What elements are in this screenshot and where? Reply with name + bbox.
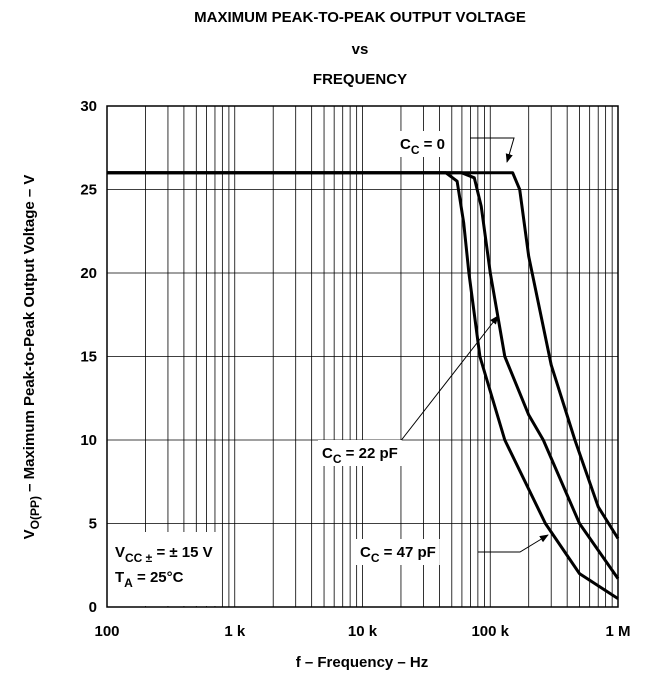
series-label-base: C — [400, 136, 411, 153]
annotation-rest: = ± 15 V — [152, 544, 212, 561]
pointer — [478, 534, 549, 553]
label-bg — [396, 131, 449, 157]
series-label-rest: = 0 — [420, 136, 445, 153]
series-label-sub: C — [371, 551, 380, 565]
chart-title: FREQUENCY — [313, 71, 407, 88]
pointers — [395, 137, 549, 553]
y-tick-label: 10 — [80, 432, 97, 449]
y-tick-label: 5 — [89, 516, 97, 533]
series-label: CC = 0 — [400, 136, 445, 157]
plot-frame — [106, 105, 619, 608]
series-label-rest: = 47 pF — [380, 544, 436, 561]
y-tick-label: 0 — [89, 599, 97, 616]
chart-title: MAXIMUM PEAK-TO-PEAK OUTPUT VOLTAGE — [194, 9, 526, 26]
y-tick-label: 30 — [80, 98, 97, 115]
y-axis-label: VO(PP) – Maximum Peak-to-Peak Output Vol… — [21, 175, 42, 540]
annotation-sub: A — [124, 576, 133, 590]
y-tick-label: 15 — [80, 349, 97, 366]
label-bg — [318, 440, 402, 466]
series-label-base: C — [322, 445, 333, 462]
series-label: CC = 22 pF — [322, 445, 398, 466]
conditions-box — [108, 532, 222, 606]
series-label-rest: = 22 pF — [342, 445, 398, 462]
x-axis-label: f – Frequency – Hz — [296, 654, 429, 671]
y-axis-label-sub: O(PP) — [28, 496, 42, 529]
pointer — [470, 137, 515, 163]
y-tick-label: 20 — [80, 265, 97, 282]
plot-area — [106, 105, 620, 608]
series-label-sub: C — [411, 143, 420, 157]
annotation-base: T — [115, 569, 124, 586]
series-label: CC = 47 pF — [360, 544, 436, 565]
annotation-sub: CC ± — [125, 551, 153, 565]
x-tick-label: 1 M — [605, 623, 630, 640]
annotation: TA = 25°C — [115, 569, 184, 590]
y-tick-label: 25 — [80, 182, 97, 199]
annotation-rest: = 25°C — [133, 569, 184, 586]
x-tick-label: 10 k — [348, 623, 378, 640]
y-axis-label-base: V — [21, 529, 38, 539]
annotation: VCC ± = ± 15 V — [115, 544, 213, 565]
x-tick-label: 1 k — [224, 623, 246, 640]
x-tick-label: 100 k — [471, 623, 509, 640]
label-bg — [356, 539, 440, 565]
y-axis-label-rest: – Maximum Peak-to-Peak Output Voltage – … — [21, 175, 38, 496]
series-label-sub: C — [333, 452, 342, 466]
pointer — [395, 315, 499, 448]
series-label-base: C — [360, 544, 371, 561]
x-tick-label: 100 — [94, 623, 119, 640]
chart-title: vs — [352, 41, 369, 58]
series-line — [107, 171, 619, 600]
annotation-base: V — [115, 544, 125, 561]
